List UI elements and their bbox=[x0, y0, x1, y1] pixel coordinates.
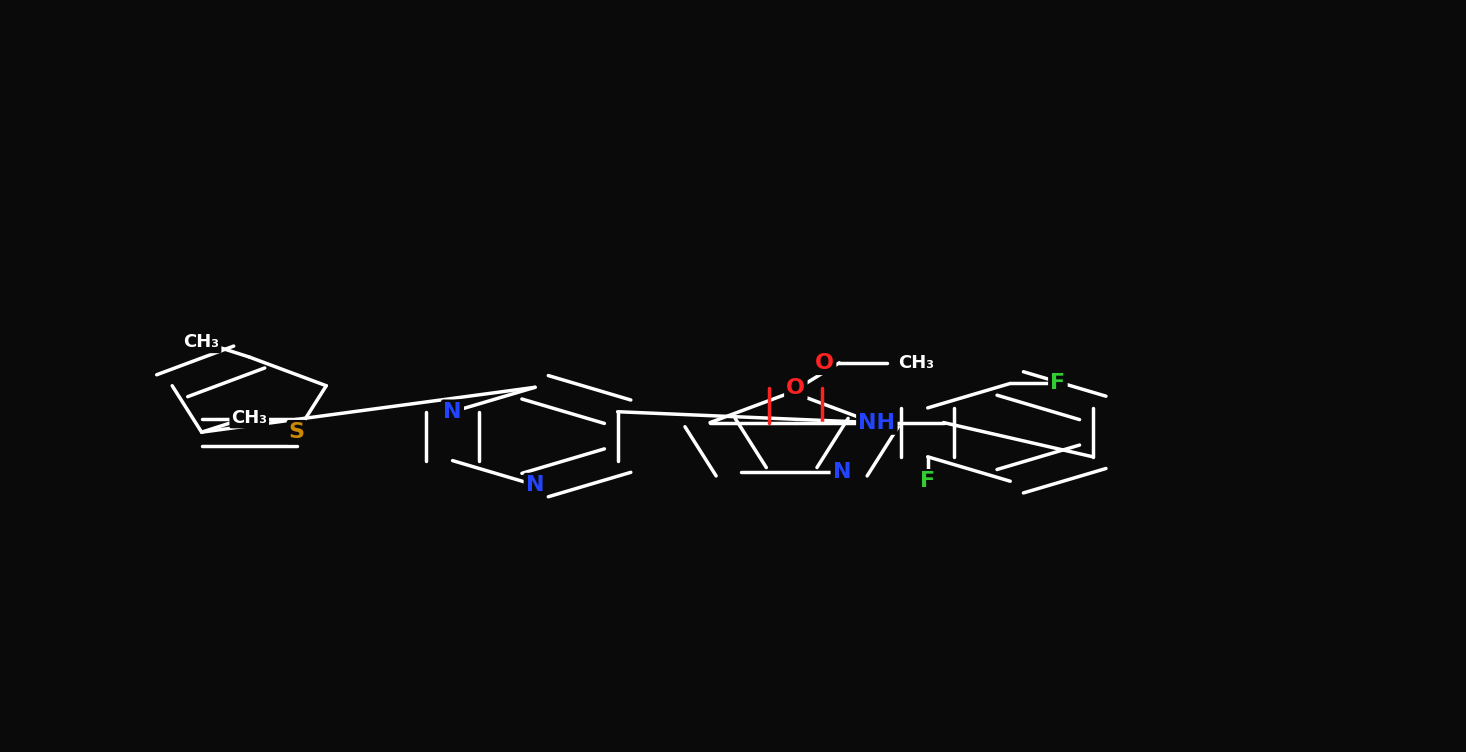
Text: F: F bbox=[1050, 374, 1066, 393]
Text: CH₃: CH₃ bbox=[183, 333, 220, 351]
Text: CH₃: CH₃ bbox=[899, 354, 934, 371]
Text: N: N bbox=[833, 462, 852, 482]
Text: CH₃: CH₃ bbox=[232, 408, 267, 426]
Text: O: O bbox=[786, 378, 805, 399]
Text: NH: NH bbox=[858, 413, 896, 432]
Text: N: N bbox=[526, 475, 544, 495]
Text: N: N bbox=[863, 413, 883, 432]
Text: N: N bbox=[443, 402, 462, 422]
Text: S: S bbox=[289, 422, 305, 442]
Text: F: F bbox=[921, 472, 935, 491]
Text: O: O bbox=[815, 353, 834, 373]
